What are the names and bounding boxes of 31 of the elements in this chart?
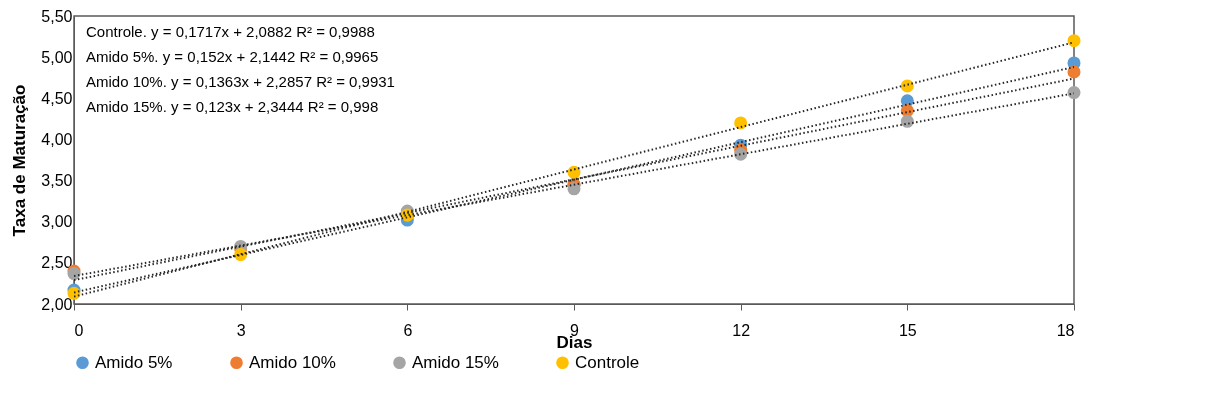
point [567, 165, 581, 179]
y-tick-label: 2,50 [41, 254, 73, 272]
legend-label: Amido 15% [412, 352, 499, 372]
x-tick-label: 0 [74, 321, 84, 339]
y-tick-label: 5,50 [41, 7, 73, 25]
point [1067, 86, 1081, 100]
x-tick-label: 18 [1056, 321, 1075, 339]
annotation: Amido 5%. y = 0,152x + 2,1442 R² = 0,9965 [86, 48, 379, 65]
point [1067, 34, 1081, 48]
x-tick-label: 6 [403, 321, 413, 339]
x-tick-label: 15 [898, 321, 917, 339]
x-tick-label: 3 [236, 321, 246, 339]
y-tick-label: 3,50 [41, 172, 73, 190]
y-tick-label: 5,00 [41, 48, 73, 66]
point [900, 114, 914, 128]
annotation: Amido 10%. y = 0,1363x + 2,2857 R² = 0,9931 [86, 73, 395, 90]
point [734, 116, 748, 130]
annotation: Amido 15%. y = 0,123x + 2,3444 R² = 0,998 [86, 98, 379, 115]
y-tick-label: 4,00 [41, 130, 73, 148]
y-tick-label: 2,00 [41, 295, 73, 313]
point [734, 147, 748, 161]
y-tick-label: 3,00 [41, 213, 73, 231]
y-tick-label: 4,50 [41, 89, 73, 107]
legend-label: Amido 10% [249, 352, 336, 372]
legend-label: Amido 5% [95, 352, 173, 372]
x-tick-label: 12 [732, 321, 751, 339]
annotation: Controle. y = 0,1717x + 2,0882 R² = 0,9988 [86, 23, 375, 40]
point [567, 182, 581, 196]
point [900, 79, 914, 93]
legend-label: Controle [575, 352, 640, 372]
y-axis-title: Taxa de Maturação [10, 84, 30, 237]
